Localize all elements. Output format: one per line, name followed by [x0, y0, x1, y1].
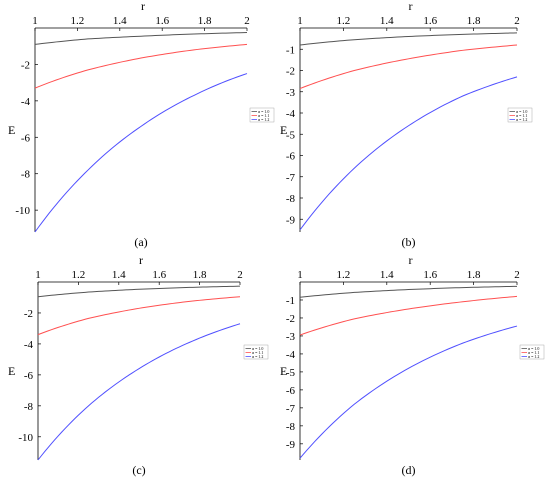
- legend-entry: α = 1.2: [258, 117, 269, 122]
- panel-caption: (d): [402, 463, 416, 477]
- y-tick-label: -4: [24, 339, 34, 351]
- x-tick-label: 1.8: [467, 269, 481, 281]
- legend: α = 1.0α = 1.1α = 1.2: [519, 344, 545, 360]
- legend-entry: α = 1.0: [252, 346, 263, 351]
- x-axis-label: r: [141, 0, 145, 13]
- y-axis-label: E: [8, 123, 15, 137]
- y-tick-label: -6: [286, 385, 296, 397]
- legend-entry: α = 1.2: [252, 354, 263, 359]
- x-axis-label: r: [139, 253, 143, 267]
- x-tick-label: 1: [297, 15, 303, 27]
- legend-entry: α = 1.2: [528, 354, 539, 359]
- series-line-3: [37, 323, 241, 461]
- legend: α = 1.0α = 1.1α = 1.2: [243, 344, 269, 360]
- y-tick-label: -8: [24, 401, 34, 413]
- series-line-3: [299, 76, 518, 231]
- series-line-3: [299, 325, 518, 459]
- legend-entry: α = 1.2: [516, 117, 527, 122]
- x-tick-label: 1.4: [380, 15, 394, 27]
- series-line-1: [34, 32, 248, 45]
- panel-caption: (b): [402, 235, 416, 249]
- y-tick-label: -9: [286, 214, 296, 226]
- y-tick-label: -8: [286, 193, 296, 205]
- y-tick-label: -1: [286, 295, 295, 307]
- x-tick-label: 2: [514, 269, 520, 281]
- y-tick-label: -2: [286, 313, 295, 325]
- series-line-2: [299, 44, 518, 90]
- y-tick-label: -6: [24, 370, 34, 382]
- x-tick-label: 2: [514, 15, 520, 27]
- x-axis-label: r: [409, 253, 413, 267]
- x-tick-label: 1.8: [198, 15, 212, 27]
- x-tick-label: 1.2: [337, 15, 351, 27]
- legend-entry: α = 1.1: [252, 350, 263, 355]
- x-tick-label: 1.6: [423, 15, 437, 27]
- series-line-1: [299, 32, 518, 46]
- x-tick-label: 1.2: [72, 269, 86, 281]
- x-tick-label: 1.4: [380, 269, 394, 281]
- legend-entry: α = 1.1: [258, 113, 269, 118]
- y-tick-label: -4: [286, 349, 296, 361]
- y-tick-label: -9: [286, 439, 296, 451]
- y-tick-label: -4: [286, 108, 296, 120]
- y-tick-label: -8: [21, 169, 31, 181]
- legend: α = 1.0α = 1.1α = 1.2: [249, 107, 275, 123]
- y-axis-label: E: [280, 123, 287, 137]
- x-axis-label: r: [409, 0, 413, 13]
- x-tick-label: 1.8: [193, 269, 207, 281]
- chart-panel-b: 1 1.2 1.4 1.6 1.8 2 -1 -2 -3 -4 -5 -6 -7 -8 -9 r Eα = 1.…: [280, 0, 533, 249]
- y-tick-label: -5: [286, 129, 296, 141]
- chart-panel-d: 1 1.2 1.4 1.6 1.8 2 -1 -2 -3 -4 -5 -6 -7 -8 -9 r Eα = 1.…: [280, 253, 545, 477]
- x-tick-label: 1.8: [467, 15, 481, 27]
- panel-caption: (c): [132, 463, 145, 477]
- x-tick-label: 1.6: [155, 15, 169, 27]
- legend-entry: α = 1.0: [258, 109, 269, 114]
- y-tick-label: -4: [21, 96, 31, 108]
- panel-caption: (a): [134, 235, 147, 249]
- y-tick-label: -2: [24, 308, 33, 320]
- x-tick-label: 1.2: [337, 269, 351, 281]
- y-tick-label: -8: [286, 421, 296, 433]
- series-line-1: [299, 285, 518, 298]
- series-line-2: [34, 43, 248, 89]
- legend-entry: α = 1.0: [528, 346, 539, 351]
- x-tick-label: 1: [297, 269, 303, 281]
- legend-entry: α = 1.1: [516, 113, 527, 118]
- series-line-1: [37, 285, 241, 298]
- x-tick-label: 1.4: [112, 269, 126, 281]
- series-line-3: [34, 73, 248, 233]
- series-line-2: [37, 296, 241, 336]
- x-tick-label: 1: [32, 15, 38, 27]
- x-tick-label: 2: [244, 15, 250, 27]
- series-line-2: [299, 295, 518, 336]
- y-axis-label: E: [8, 364, 15, 378]
- legend: α = 1.0α = 1.1α = 1.2: [507, 107, 533, 123]
- y-tick-label: -5: [286, 367, 296, 379]
- x-tick-label: 1.2: [71, 15, 85, 27]
- y-tick-label: -6: [286, 151, 296, 163]
- x-tick-label: 1: [35, 269, 41, 281]
- y-tick-label: -7: [286, 172, 296, 184]
- y-tick-label: -10: [18, 432, 33, 444]
- x-tick-label: 1.4: [113, 15, 127, 27]
- x-tick-label: 1.6: [152, 269, 166, 281]
- y-tick-label: -10: [15, 205, 30, 217]
- y-tick-label: -3: [286, 87, 296, 99]
- y-tick-label: -1: [286, 44, 295, 56]
- x-tick-label: 2: [237, 269, 243, 281]
- x-tick-label: 1.6: [423, 269, 437, 281]
- legend-entry: α = 1.0: [516, 109, 527, 114]
- y-tick-label: -3: [286, 331, 296, 343]
- y-axis-label: E: [280, 364, 287, 378]
- y-tick-label: -2: [21, 59, 30, 71]
- legend-entry: α = 1.1: [528, 350, 539, 355]
- y-tick-label: -2: [286, 66, 295, 78]
- y-tick-label: -6: [21, 132, 31, 144]
- y-tick-label: -7: [286, 403, 296, 415]
